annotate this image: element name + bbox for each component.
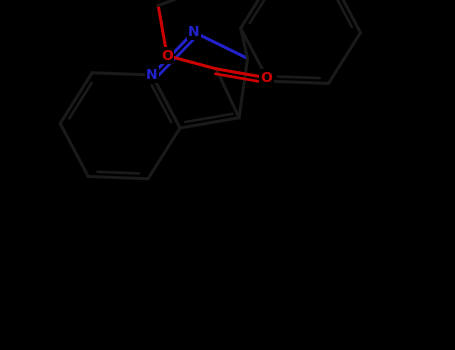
Text: N: N xyxy=(146,68,158,82)
Text: O: O xyxy=(261,71,273,85)
Text: O: O xyxy=(161,49,173,63)
Text: N: N xyxy=(188,25,200,39)
